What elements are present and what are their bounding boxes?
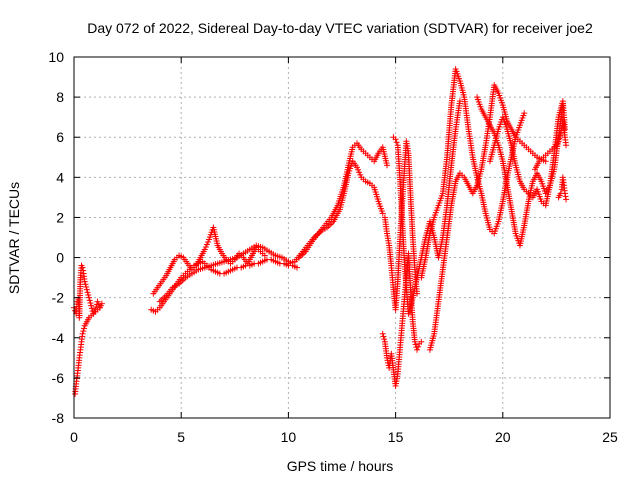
data-point — [87, 300, 94, 307]
data-point — [88, 302, 95, 309]
data-point — [562, 193, 569, 200]
y-tick-labels: -8 -6 -4 -2 0 2 4 6 8 10 — [48, 49, 64, 426]
y-tick-label: -2 — [52, 290, 65, 306]
y-tick-label: 6 — [56, 129, 64, 145]
x-tick-label: 5 — [177, 429, 185, 445]
data-point — [561, 126, 568, 133]
data-point — [88, 305, 95, 312]
data-point — [79, 264, 86, 271]
data-point — [393, 139, 400, 146]
y-tick-label: 2 — [56, 209, 64, 225]
data-point — [201, 246, 208, 253]
y-tick-label: 10 — [48, 49, 64, 65]
x-tick-label: 20 — [495, 429, 511, 445]
data-point — [555, 138, 562, 145]
data-point — [456, 98, 463, 105]
data-point — [202, 244, 209, 251]
y-tick-label: -8 — [52, 410, 65, 426]
data-point — [392, 136, 399, 143]
data-point — [379, 210, 386, 217]
data-point — [355, 166, 362, 173]
data-point — [82, 281, 89, 288]
data-point — [556, 132, 563, 139]
data-point — [81, 278, 88, 285]
data-point — [354, 164, 361, 171]
data-point — [415, 343, 422, 350]
data-point — [293, 264, 300, 271]
data-point — [261, 252, 268, 259]
y-tick-label: -4 — [52, 330, 65, 346]
y-tick-label: 8 — [56, 89, 64, 105]
data-point — [379, 330, 386, 337]
x-axis-label: GPS time / hours — [287, 458, 394, 474]
data-point — [563, 142, 570, 149]
data-point — [83, 283, 90, 290]
data-point — [81, 325, 88, 332]
x-tick-label: 15 — [388, 429, 404, 445]
data-point — [86, 297, 93, 304]
data-point — [561, 190, 568, 197]
data-point — [86, 294, 93, 301]
data-point — [556, 135, 563, 142]
data-point — [563, 196, 570, 203]
x-tick-label: 25 — [602, 429, 618, 445]
data-point — [357, 171, 364, 178]
data-point — [521, 110, 528, 117]
y-tick-label: 0 — [56, 250, 64, 266]
data-point — [85, 291, 92, 298]
plot-frame — [73, 56, 611, 419]
x-tick-labels: 0 5 10 15 20 25 — [70, 429, 618, 445]
data-point — [203, 241, 210, 248]
data-point — [96, 304, 103, 311]
axis-ticks — [73, 56, 611, 419]
data-point — [79, 330, 86, 337]
x-tick-label: 10 — [281, 429, 297, 445]
data-point — [418, 338, 425, 345]
chart-title: Day 072 of 2022, Sidereal Day-to-day VTE… — [87, 20, 593, 36]
y-tick-label: -6 — [52, 370, 65, 386]
data-point — [98, 300, 105, 307]
y-tick-label: 4 — [56, 169, 64, 185]
data-point — [380, 333, 387, 340]
data-point — [94, 298, 101, 305]
data-point — [414, 346, 421, 353]
data-point — [356, 169, 363, 176]
data-point — [84, 289, 91, 296]
data-point — [411, 338, 418, 345]
data-point — [384, 162, 391, 169]
data-point — [80, 267, 87, 274]
data-point — [384, 354, 391, 361]
y-axis-label: SDTVAR / TECUs — [6, 182, 22, 294]
grid-lines — [74, 57, 610, 418]
x-tick-label: 0 — [70, 429, 78, 445]
data-points — [71, 66, 570, 397]
data-point — [205, 239, 211, 246]
data-point — [542, 158, 549, 165]
data-point — [80, 328, 87, 335]
data-point — [83, 286, 90, 293]
data-point — [381, 336, 388, 343]
